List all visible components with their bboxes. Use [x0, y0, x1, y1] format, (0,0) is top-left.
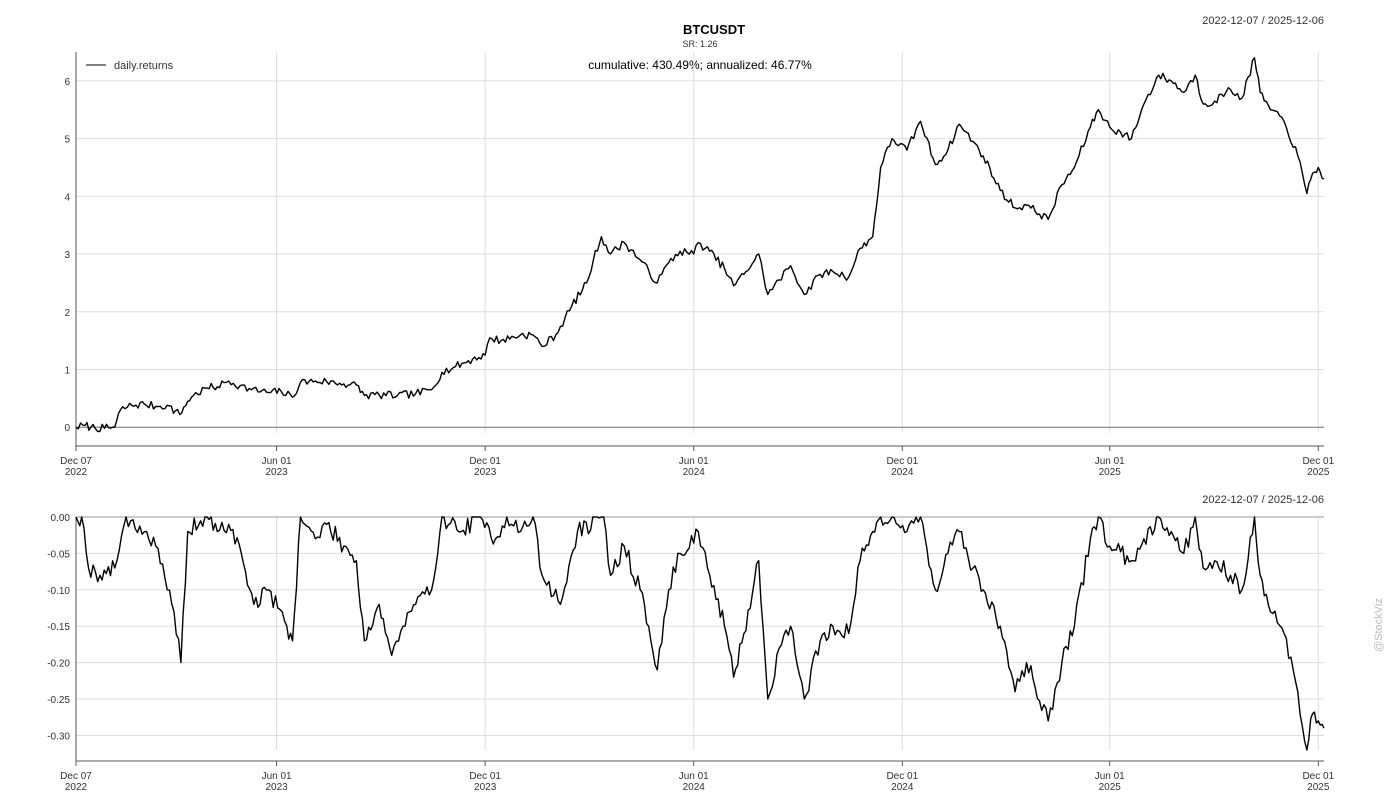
x-tick-year: 2025 [1099, 467, 1122, 478]
y-tick-label: 3 [64, 250, 70, 261]
x-tick-label: Dec 01 [1302, 771, 1334, 782]
series-line [75, 57, 1325, 433]
x-tick-label: Dec 07 [60, 456, 92, 467]
x-tick-label: Dec 01 [886, 456, 918, 467]
date-range-bottom: 2022-12-07 / 2025-12-06 [1202, 494, 1324, 506]
x-tick-year: 2023 [265, 782, 288, 793]
y-tick-label: 6 [64, 77, 70, 88]
y-tick-label: -0.20 [47, 659, 70, 670]
x-tick-year: 2025 [1307, 467, 1330, 478]
x-tick-year: 2024 [683, 467, 706, 478]
y-tick-label: -0.05 [47, 549, 70, 560]
x-tick-year: 2024 [891, 467, 914, 478]
x-tick-label: Jun 01 [679, 456, 709, 467]
x-tick-year: 2023 [474, 782, 497, 793]
y-tick-label: 1 [64, 366, 70, 377]
x-tick-year: 2023 [265, 467, 288, 478]
x-tick-label: Jun 01 [1095, 771, 1125, 782]
drawdown-panel: 0.00 -0.05 -0.10 -0.15 -0.20 -0.25 -0.30 Dec 07… [47, 513, 1334, 793]
x-tick-year: 2023 [474, 467, 497, 478]
y-tick-label: 4 [64, 192, 70, 203]
x-tick-label: Dec 07 [60, 771, 92, 782]
x-tick-label: Jun 01 [1095, 456, 1125, 467]
y-tick-label: 5 [64, 135, 70, 146]
y-tick-label: 0.00 [51, 513, 71, 524]
y-tick-label: -0.10 [47, 586, 70, 597]
x-tick-label: Dec 01 [469, 771, 501, 782]
x-tick-label: Dec 01 [886, 771, 918, 782]
x-tick-label: Jun 01 [262, 456, 292, 467]
cumulative-annotation: cumulative: 430.49%; annualized: 46.77% [588, 58, 812, 72]
legend-label: daily.returns [114, 60, 174, 72]
x-tick-year: 2024 [891, 782, 914, 793]
legend: daily.returns [86, 60, 174, 72]
chart-subtitle: SR: 1.26 [682, 39, 717, 49]
watermark: @StockViz [1373, 598, 1385, 652]
y-tick-label: 0 [64, 423, 70, 434]
x-tick-label: Jun 01 [262, 771, 292, 782]
y-tick-label: -0.30 [47, 731, 70, 742]
x-tick-year: 2025 [1307, 782, 1330, 793]
x-tick-label: Dec 01 [1302, 456, 1334, 467]
y-tick-label: -0.15 [47, 622, 70, 633]
chart-title: BTCUSDT [683, 22, 745, 37]
x-tick-label: Dec 01 [469, 456, 501, 467]
y-tick-label: -0.25 [47, 695, 70, 706]
y-tick-label: 2 [64, 308, 70, 319]
x-tick-year: 2022 [65, 467, 88, 478]
x-tick-year: 2024 [683, 782, 706, 793]
date-range-top: 2022-12-07 / 2025-12-06 [1202, 15, 1324, 27]
x-tick-label: Jun 01 [679, 771, 709, 782]
x-tick-year: 2025 [1099, 782, 1122, 793]
x-tick-year: 2022 [65, 782, 88, 793]
series-line [75, 516, 1325, 751]
